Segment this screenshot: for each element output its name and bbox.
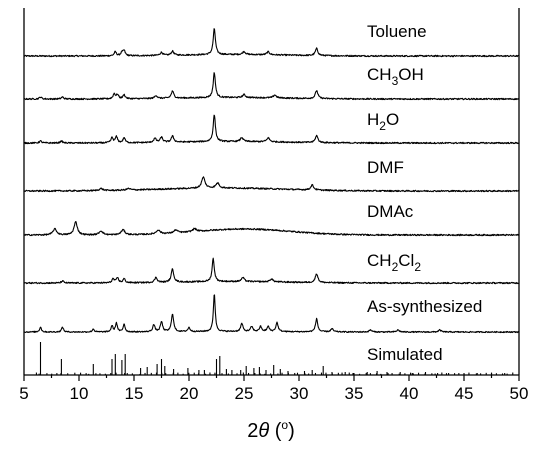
x-tick-label: 10 [70, 384, 89, 403]
x-tick-label: 35 [345, 384, 364, 403]
series-labels: Toluene CH3OH H2O DMF DMAc CH2Cl2 As-synthesiz… [367, 22, 482, 364]
x-tick-label: 45 [455, 384, 474, 403]
pattern-curves [23, 28, 520, 334]
label-dmac: DMAc [367, 202, 414, 221]
label-toluene: Toluene [367, 22, 427, 41]
curve-toluene [23, 28, 520, 58]
x-tick-label: 25 [235, 384, 254, 403]
x-tick-label: 30 [290, 384, 309, 403]
curve-h2o [23, 114, 520, 145]
label-h2o: H2O [367, 110, 399, 133]
curve-dmac [23, 220, 520, 237]
label-as-synthesized: As-synthesized [367, 297, 482, 316]
curve-as-synthesized [23, 294, 520, 334]
curve-ch2cl2 [23, 257, 520, 285]
x-axis-title: 2θ (o) [247, 418, 295, 442]
x-tick-label: 5 [19, 384, 28, 403]
label-simulated: Simulated [367, 345, 443, 364]
curve-ch3oh [23, 72, 520, 101]
x-tick-label: 40 [400, 384, 419, 403]
x-ticks: 5 10 15 20 25 30 35 40 45 50 [19, 375, 528, 403]
x-tick-label: 50 [510, 384, 529, 403]
x-tick-label: 20 [180, 384, 199, 403]
label-ch2cl2: CH2Cl2 [367, 251, 421, 274]
label-dmf: DMF [367, 158, 404, 177]
x-tick-label: 15 [125, 384, 144, 403]
label-ch3oh: CH3OH [367, 65, 424, 88]
curve-dmf [23, 176, 520, 193]
